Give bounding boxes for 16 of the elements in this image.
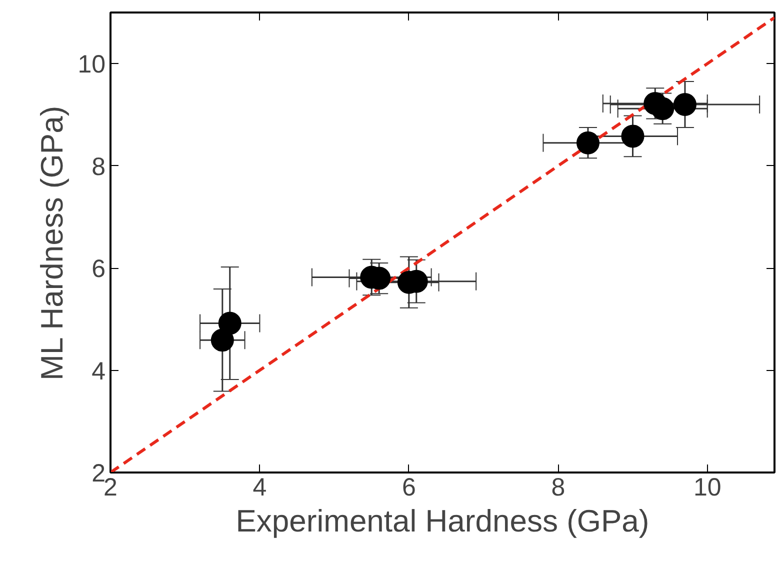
point [651, 97, 674, 120]
point [673, 93, 696, 116]
x-tick-label: 6 [402, 474, 416, 502]
point [576, 131, 600, 154]
x-tick-label: 10 [693, 474, 722, 502]
x-tick-label: 4 [252, 474, 267, 502]
y-tick-label: 10 [78, 50, 106, 79]
y-tick-label: 4 [92, 357, 106, 386]
y-tick-label: 6 [92, 255, 106, 284]
x-axis-title: Experimental Hardness (GPa) [236, 504, 650, 538]
point [621, 124, 644, 148]
y-tick-label: 8 [92, 152, 106, 181]
point [218, 312, 242, 335]
y-axis-title: ML Hardness (GPa) [34, 106, 70, 380]
point [210, 328, 234, 352]
x-tick-label: 8 [551, 474, 566, 502]
